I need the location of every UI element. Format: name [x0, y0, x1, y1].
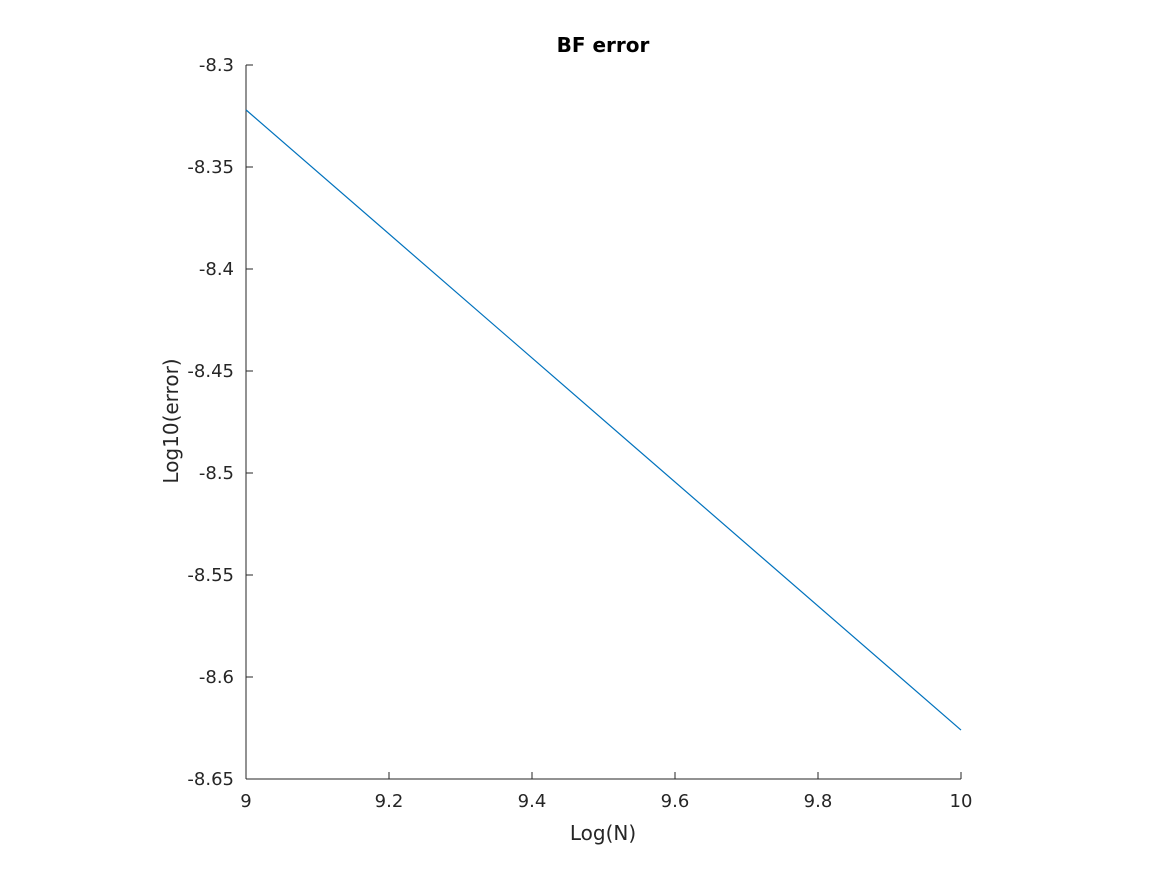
x-tick-label: 9.6 — [661, 791, 690, 812]
y-tick-label: -8.4 — [199, 259, 234, 280]
y-tick-label: -8.6 — [199, 667, 234, 688]
y-tick-label: -8.35 — [187, 157, 234, 178]
x-tick-label: 9.8 — [804, 791, 833, 812]
plot-area — [245, 109, 962, 731]
y-axis-label: Log10(error) — [159, 358, 183, 483]
y-tick-label: -8.65 — [187, 769, 234, 790]
x-axis-label: Log(N) — [570, 821, 636, 845]
x-tick-label: 9.4 — [518, 791, 547, 812]
y-tick-label: -8.45 — [187, 361, 234, 382]
y-tick-label: -8.3 — [199, 55, 234, 76]
x-tick-label: 10 — [950, 791, 973, 812]
x-tick-label: 9.2 — [375, 791, 404, 812]
y-tick-label: -8.5 — [199, 463, 234, 484]
y-tick-label: -8.55 — [187, 565, 234, 586]
x-tick-label: 9 — [240, 791, 251, 812]
series-line-0 — [245, 109, 962, 731]
axes: 9 9.2 9.4 9.6 9.8 10 -8.3 -8.35 -8.4 -8.45 -8.5 -8.… — [187, 55, 972, 812]
chart-title: BF error — [557, 33, 650, 57]
